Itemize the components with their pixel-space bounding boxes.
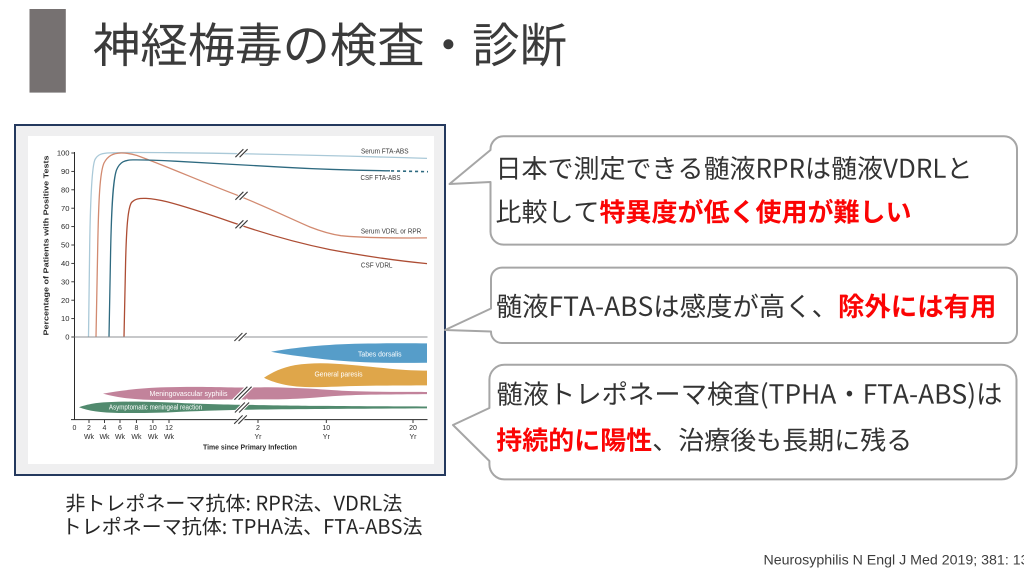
svg-text:6: 6	[118, 425, 122, 432]
svg-text:0: 0	[65, 333, 69, 342]
svg-text:40: 40	[61, 259, 69, 268]
svg-text:10: 10	[149, 425, 157, 432]
svg-text:Wk: Wk	[115, 434, 126, 441]
svg-text:90: 90	[61, 167, 69, 176]
svg-text:10: 10	[61, 314, 69, 323]
svg-text:Wk: Wk	[99, 434, 110, 441]
svg-text:Wk: Wk	[131, 434, 142, 441]
svg-text:2: 2	[256, 425, 260, 432]
svg-text:Serum VDRL or RPR: Serum VDRL or RPR	[361, 227, 421, 236]
svg-text:70: 70	[61, 204, 69, 213]
svg-text:Meningovascular syphilis: Meningovascular syphilis	[150, 391, 228, 398]
svg-text:Asymptomatic meningeal reactio: Asymptomatic meningeal reaction	[109, 404, 202, 411]
svg-text:General paresis: General paresis	[315, 371, 363, 378]
svg-text:2: 2	[87, 425, 91, 432]
svg-text:Wk: Wk	[148, 434, 159, 441]
svg-text:Percentage of Patients with Po: Percentage of Patients with Positive Tes…	[42, 156, 51, 336]
svg-text:100: 100	[57, 149, 70, 158]
svg-text:Neurosyphilis N Engl J Med 201: Neurosyphilis N Engl J Med 2019; 381: 13…	[764, 552, 1024, 568]
svg-text:Wk: Wk	[164, 434, 175, 441]
svg-text:Tabes dorsalis: Tabes dorsalis	[358, 351, 402, 358]
svg-text:Serum FTA-ABS: Serum FTA-ABS	[361, 147, 409, 156]
svg-text:4: 4	[103, 425, 107, 432]
svg-text:Wk: Wk	[84, 434, 95, 441]
svg-text:Yr: Yr	[410, 434, 418, 441]
svg-text:30: 30	[61, 277, 69, 286]
svg-text:20: 20	[409, 425, 417, 432]
svg-text:12: 12	[165, 425, 173, 432]
svg-text:CSF VDRL: CSF VDRL	[361, 261, 393, 270]
svg-text:Yr: Yr	[323, 434, 331, 441]
svg-text:CSF FTA-ABS: CSF FTA-ABS	[361, 173, 401, 182]
svg-text:10: 10	[322, 425, 330, 432]
svg-text:Yr: Yr	[255, 434, 263, 441]
svg-text:0: 0	[73, 425, 77, 432]
svg-text:8: 8	[134, 425, 138, 432]
svg-text:80: 80	[61, 185, 69, 194]
svg-text:60: 60	[61, 222, 69, 231]
svg-text:50: 50	[61, 241, 69, 250]
svg-text:Time since Primary Infection: Time since Primary Infection	[203, 442, 297, 451]
svg-text:20: 20	[61, 296, 69, 305]
